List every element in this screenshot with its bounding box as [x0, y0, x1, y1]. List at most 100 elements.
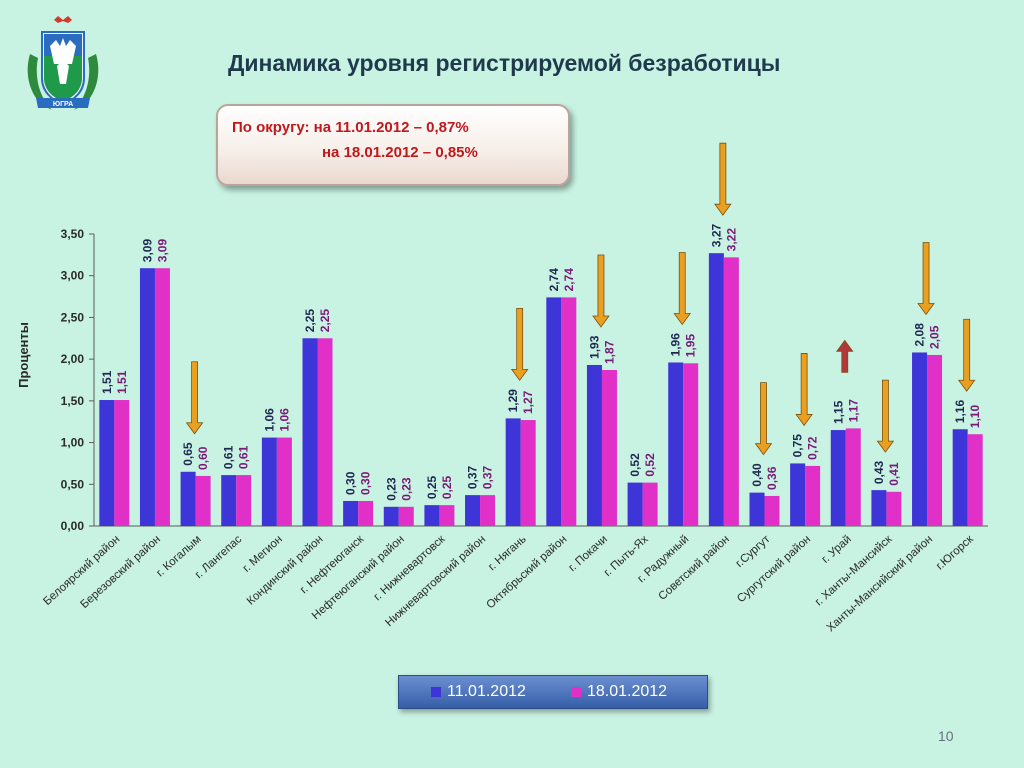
bar-series-2	[195, 475, 211, 526]
data-label-series-2: 1,87	[602, 340, 616, 364]
summary-box: По округу: на 11.01.2012 – 0,87% на 18.0…	[216, 104, 570, 186]
data-label-series-2: 2,74	[562, 268, 576, 292]
arrow-down-icon	[714, 142, 732, 216]
data-label-series-1: 1,51	[100, 370, 114, 394]
bar-series-1	[180, 471, 196, 526]
bar-series-2	[520, 420, 536, 526]
data-label-series-2: 0,72	[806, 436, 820, 460]
category-label: г. Урай	[820, 533, 854, 565]
data-label-series-1: 0,23	[384, 477, 398, 501]
chart-legend: 11.01.2012 18.01.2012	[398, 675, 708, 709]
bar-series-2	[398, 506, 414, 526]
data-label-series-1: 0,43	[872, 460, 886, 484]
arrow-down-icon	[754, 382, 773, 456]
data-label-series-2: 0,25	[440, 475, 454, 499]
y-tick-label: 3,50	[61, 227, 85, 241]
bar-series-1	[830, 430, 846, 526]
bar-series-2	[927, 354, 943, 526]
data-label-series-1: 3,09	[140, 239, 154, 263]
data-label-series-1: 2,08	[913, 323, 927, 347]
arrow-down-icon	[876, 379, 895, 453]
data-label-series-2: 2,25	[318, 309, 332, 333]
data-label-series-2: 3,22	[724, 228, 738, 252]
bar-series-2	[805, 465, 821, 526]
category-label: Кондинский район	[245, 533, 326, 607]
data-label-series-1: 1,06	[262, 408, 276, 432]
data-label-series-2: 2,05	[928, 325, 942, 349]
data-label-series-1: 0,61	[222, 445, 236, 469]
bar-series-1	[505, 418, 521, 526]
data-label-series-2: 1,51	[115, 370, 129, 394]
coat-of-arms-logo: ЮГРА	[27, 16, 99, 110]
data-label-series-1: 0,75	[791, 434, 805, 458]
bar-series-2	[154, 268, 170, 526]
bar-series-2	[276, 437, 292, 526]
data-label-series-1: 2,25	[303, 309, 317, 333]
data-label-series-1: 1,29	[506, 389, 520, 413]
data-label-series-2: 1,10	[968, 405, 982, 429]
bar-series-2	[601, 369, 617, 526]
bar-series-2	[358, 500, 374, 526]
bar-series-1	[221, 475, 237, 526]
y-tick-label: 2,50	[61, 310, 85, 324]
data-label-series-1: 0,25	[425, 475, 439, 499]
bar-series-1	[546, 297, 562, 526]
page-title: Динамика уровня регистрируемой безработи…	[228, 50, 781, 76]
data-label-series-2: 1,95	[684, 334, 698, 358]
data-label-series-2: 0,61	[237, 445, 251, 469]
bar-series-1	[668, 362, 684, 526]
data-label-series-1: 1,15	[831, 400, 845, 424]
arrow-down-icon	[795, 353, 813, 427]
page-number: 10	[938, 728, 954, 744]
y-tick-label: 0,00	[61, 519, 85, 533]
bar-series-2	[886, 491, 902, 526]
bar-series-1	[952, 429, 968, 526]
bar-series-1	[627, 482, 643, 526]
category-label: Октябрьский район	[484, 533, 569, 611]
data-label-series-1: 0,37	[466, 465, 480, 489]
data-label-series-2: 0,37	[481, 465, 495, 489]
data-label-series-2: 0,60	[196, 446, 210, 470]
category-label: г.Югорск	[934, 533, 976, 573]
bar-series-1	[790, 463, 806, 526]
data-label-series-1: 0,52	[628, 453, 642, 477]
bar-series-1	[99, 400, 115, 526]
bar-series-2	[236, 475, 252, 526]
data-label-series-1: 1,16	[953, 400, 967, 424]
bar-series-2	[683, 363, 699, 526]
bar-series-1	[586, 364, 602, 526]
y-tick-label: 2,00	[61, 352, 85, 366]
bar-series-2	[561, 297, 577, 526]
arrow-down-icon	[957, 318, 976, 392]
bar-series-1	[871, 490, 887, 526]
data-label-series-1: 3,27	[709, 224, 723, 248]
category-label: Сургутский район	[735, 533, 813, 605]
bar-series-2	[114, 400, 130, 526]
bar-series-2	[764, 495, 780, 526]
arrow-down-icon	[673, 252, 692, 326]
y-tick-label: 1,00	[61, 436, 85, 450]
bar-series-2	[480, 495, 496, 526]
arrow-down-icon	[185, 361, 204, 435]
bar-series-1	[912, 352, 928, 526]
data-label-series-2: 1,27	[521, 390, 535, 414]
data-label-series-2: 0,30	[359, 471, 373, 495]
legend-label-series-2: 18.01.2012	[587, 683, 668, 700]
category-label: Березовский район	[79, 533, 163, 611]
bar-series-2	[317, 338, 333, 526]
data-label-series-2: 0,41	[887, 462, 901, 486]
arrow-down-icon	[510, 307, 529, 382]
bar-series-1	[708, 253, 724, 526]
data-label-series-1: 0,40	[750, 463, 764, 487]
bar-series-1	[302, 338, 318, 526]
bar-series-2	[642, 482, 658, 526]
legend-swatch-series-2	[571, 687, 581, 697]
legend-swatch-series-1	[431, 687, 441, 697]
data-label-series-1: 2,74	[547, 268, 561, 292]
category-label: г.Сургут	[734, 533, 773, 570]
category-label: г. Ханты-Мансийск	[813, 533, 895, 609]
bar-series-2	[723, 257, 739, 526]
category-label: Советский район	[656, 533, 731, 603]
bar-series-1	[749, 492, 765, 526]
